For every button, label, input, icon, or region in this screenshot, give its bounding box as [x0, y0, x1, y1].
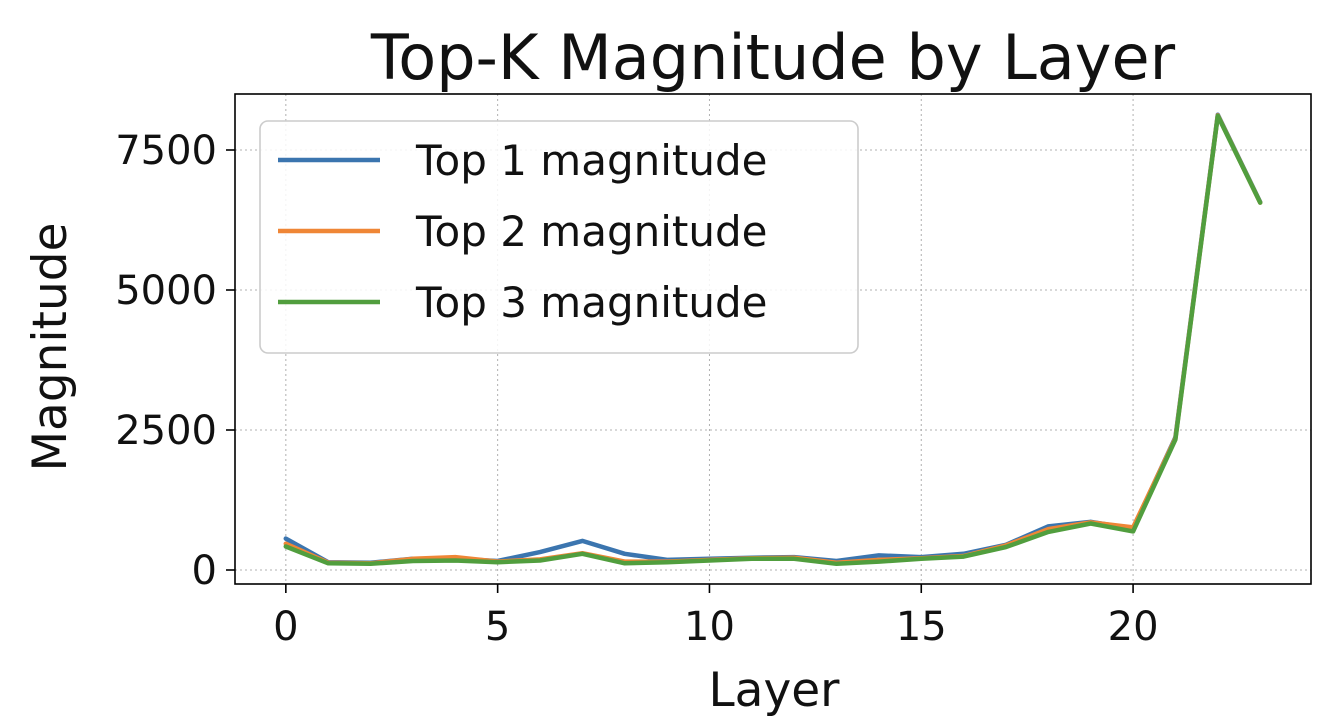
series-line-top-3 — [283, 113, 1263, 567]
x-tick-label: 10 — [684, 604, 735, 650]
axis-ticks: 0 5 10 15 20 0 2500 5000 7500 — [115, 128, 1158, 650]
x-tick-label: 20 — [1108, 604, 1159, 650]
y-tick-label: 5000 — [115, 268, 217, 314]
legend-label-top-3: Top 3 magnitude — [415, 278, 767, 327]
y-tick-label: 2500 — [115, 408, 217, 454]
x-tick-label: 0 — [273, 604, 298, 650]
legend-label-top-1: Top 1 magnitude — [415, 136, 767, 185]
x-axis-label: Layer — [708, 663, 840, 718]
y-tick-label: 7500 — [115, 128, 217, 174]
x-tick-label: 5 — [485, 604, 510, 650]
plot-frame — [234, 93, 1312, 585]
y-axis-label: Magnitude — [23, 223, 78, 472]
legend: Top 1 magnitude Top 2 magnitude Top 3 magn… — [259, 120, 859, 354]
y-tick-label: 0 — [192, 548, 217, 594]
x-tick-label: 15 — [896, 604, 947, 650]
series-lines — [283, 112, 1263, 567]
legend-label-top-2: Top 2 magnitude — [415, 207, 767, 256]
legend-box — [259, 120, 859, 354]
chart-title: Top-K Magnitude by Layer — [370, 21, 1176, 94]
